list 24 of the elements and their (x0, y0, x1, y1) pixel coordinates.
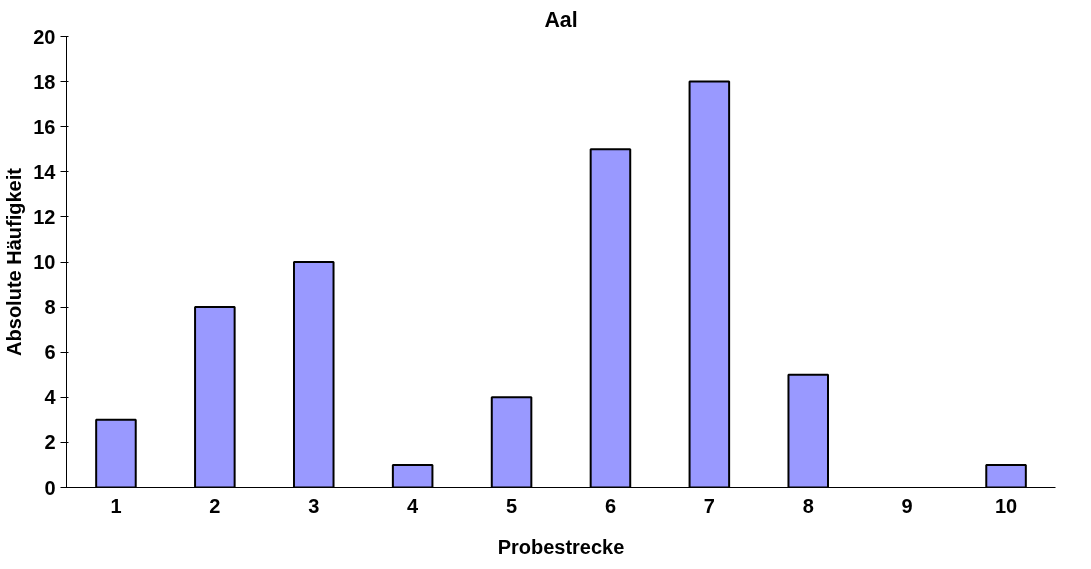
x-tick-label: 4 (407, 494, 420, 517)
y-tick-label: 4 (44, 386, 57, 409)
x-tick-label: 10 (994, 494, 1018, 517)
y-tick-label: 6 (44, 341, 56, 364)
x-tick-label: 3 (308, 494, 320, 517)
y-tick-label: 20 (33, 25, 56, 48)
y-tick-label: 8 (44, 296, 56, 319)
y-tick-label: 18 (33, 70, 56, 93)
y-tick-label: 0 (44, 476, 56, 499)
y-tick-label: 12 (33, 205, 56, 228)
y-tick-label: 14 (33, 160, 57, 183)
x-tick-label: 5 (505, 494, 518, 517)
y-tick-label: 10 (33, 251, 56, 273)
chart-title: Aal (544, 7, 578, 32)
x-tick-label: 7 (703, 494, 715, 517)
x-tick-label: 6 (604, 494, 617, 517)
y-tick-label: 16 (33, 115, 56, 138)
x-axis-title: Probestrecke (497, 535, 625, 558)
x-tick-label: 8 (802, 494, 814, 517)
x-tick-label: 9 (901, 494, 913, 517)
x-tick-label: 2 (209, 494, 221, 517)
y-tick-label: 2 (44, 431, 56, 454)
x-tick-label: 1 (110, 494, 122, 517)
y-axis-title: Absolute Häufigkeit (3, 167, 26, 356)
